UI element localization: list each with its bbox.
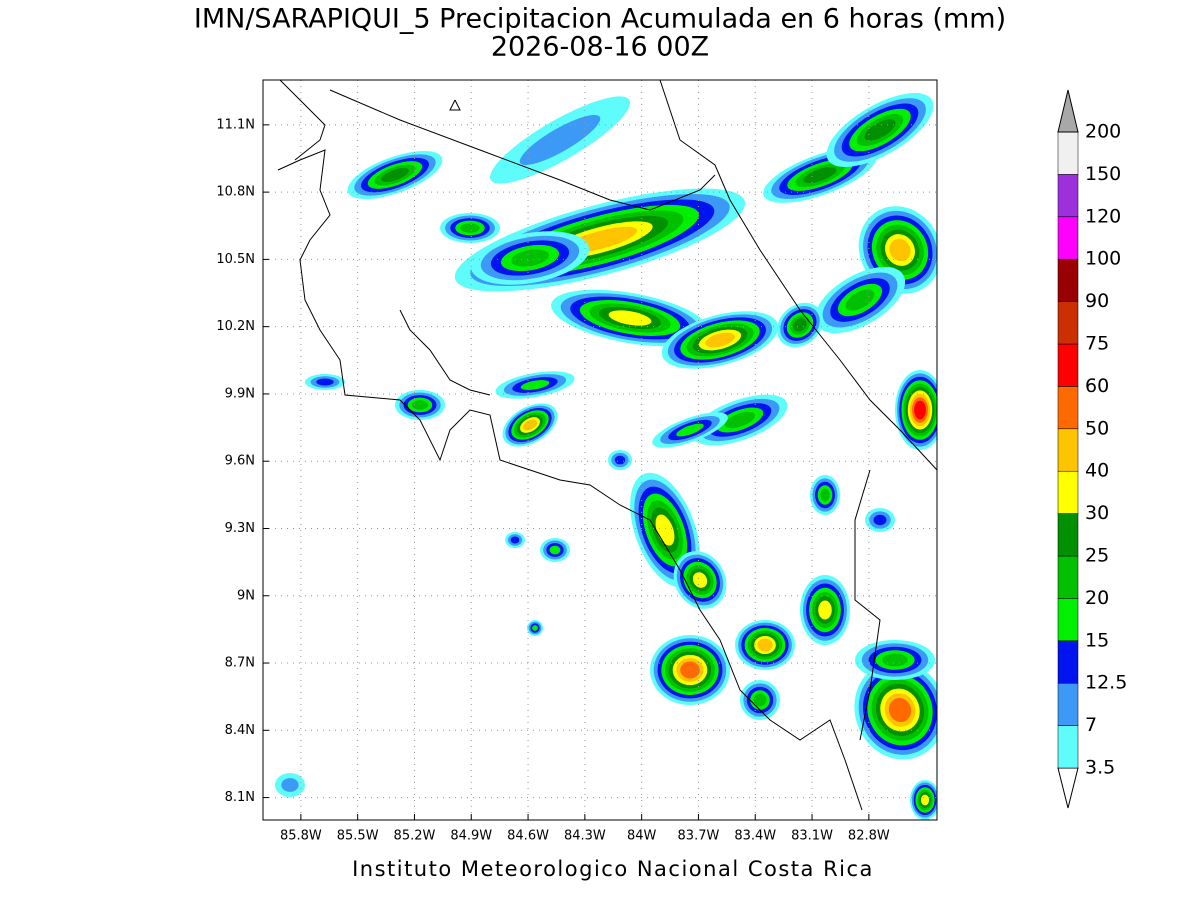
colorbar-label: 100: [1085, 248, 1121, 270]
colorbar-label: 200: [1085, 121, 1121, 143]
precip-contour: [614, 455, 626, 465]
colorbar-box: [1057, 216, 1079, 260]
x-tick-label: 85.8W: [280, 829, 322, 844]
precip-contour: [676, 423, 704, 437]
y-tick-label: 9.9N: [225, 386, 255, 401]
precip-contour: [818, 600, 832, 620]
colorbar-label: 90: [1085, 290, 1109, 312]
precip-contour: [882, 653, 908, 667]
colorbar-box: [1057, 598, 1079, 642]
colorbar-box: [1057, 640, 1079, 684]
y-tick-label: 9.6N: [225, 454, 255, 469]
precip-contour: [845, 289, 875, 311]
colorbar-box: [1057, 258, 1079, 302]
x-tick-label: 83.4W: [734, 829, 776, 844]
coastlines: [277, 80, 937, 811]
precip-contour: [549, 545, 561, 555]
precip-contour: [608, 310, 652, 326]
precip-contour: [519, 114, 601, 166]
y-tick-label: 10.5N: [216, 252, 255, 267]
precip-contour: [889, 238, 911, 262]
y-tick-label: 10.2N: [216, 319, 255, 334]
colorbar-below: [1057, 767, 1079, 809]
precip-contour: [522, 419, 538, 431]
colorbar-box: [1057, 386, 1079, 430]
precip-contour: [753, 693, 767, 707]
colorbar-label: 25: [1085, 545, 1109, 567]
colorbar-label: 7: [1085, 714, 1097, 736]
x-tick-label: 82.8W: [848, 829, 890, 844]
y-tick-label: 10.8N: [216, 185, 255, 200]
precip-contour: [692, 572, 708, 588]
precip-contour: [532, 625, 538, 631]
precip-contour: [281, 778, 299, 792]
precip-contour: [705, 332, 735, 348]
colorbar-label: 3.5: [1085, 757, 1115, 779]
y-tick-label: 8.1N: [225, 790, 255, 805]
colorbar-label: 60: [1085, 375, 1109, 397]
colorbar-box: [1057, 725, 1079, 769]
precip-contour: [510, 536, 520, 544]
colorbar-label: 150: [1085, 163, 1121, 185]
x-tick-label: 84.9W: [450, 829, 492, 844]
colorbar-box: [1057, 682, 1079, 726]
x-tick-label: 84.3W: [564, 829, 606, 844]
title: IMN/SARAPIQUI_5 Precipitacion Acumulada …: [194, 4, 1006, 35]
precip-contour: [888, 697, 912, 723]
x-tick-label: 83.1W: [791, 829, 833, 844]
precip-contour: [460, 223, 480, 233]
y-tick-label: 8.7N: [225, 656, 255, 671]
colorbar-box: [1057, 470, 1079, 514]
colorbar-label: 20: [1085, 587, 1109, 609]
precip-contour: [316, 378, 334, 386]
colorbar-box: [1057, 513, 1079, 557]
colorbar-label: 12.5: [1085, 672, 1127, 694]
footer: Instituto Meteorologico Nacional Costa R…: [352, 857, 874, 881]
precip-contour: [680, 661, 700, 679]
y-tick-label: 11.1N: [216, 117, 255, 132]
colorbar-box: [1057, 343, 1079, 387]
y-tick-label: 9.3N: [225, 521, 255, 536]
precip-contour: [914, 400, 926, 420]
colorbar-label: 50: [1085, 417, 1109, 439]
x-tick-label: 85.5W: [337, 829, 379, 844]
x-tick-label: 83.7W: [678, 829, 720, 844]
precip-contour: [873, 514, 887, 526]
precip-contour: [412, 400, 428, 410]
colorbar-label: 75: [1085, 333, 1109, 355]
grid: 85.8W 85.5W 85.2W 84.9W 84.6W 84.3W 84W 83.7W 83…: [216, 80, 937, 844]
x-tick-label: 85.2W: [394, 829, 436, 844]
colorbar-above: [1057, 89, 1079, 133]
colorbar-label: 120: [1085, 205, 1121, 227]
precip-contour: [381, 167, 409, 183]
x-tick-label: 84W: [627, 829, 657, 844]
colorbar-box: [1057, 301, 1079, 345]
precip-contour: [820, 488, 830, 502]
colorbar: 3.5 7 12.5 15 20 25 30 40 50 60 75 90 100 120 150 200: [1057, 89, 1127, 809]
colorbar-box: [1057, 131, 1079, 175]
precip-contour: [793, 318, 807, 332]
colorbar-label: 40: [1085, 460, 1109, 482]
precip-contour: [520, 380, 550, 390]
colorbar-box: [1057, 174, 1079, 218]
colorbar-label: 30: [1085, 502, 1109, 524]
colorbar-label: 15: [1085, 629, 1109, 651]
precip-contour: [757, 638, 773, 652]
x-tick-label: 84.6W: [507, 829, 549, 844]
colorbar-box: [1057, 555, 1079, 599]
precip-contour: [803, 166, 837, 184]
precip-contour: [724, 411, 756, 429]
y-tick-label: 8.4N: [225, 723, 255, 738]
precip-contour: [511, 249, 549, 267]
colorbar-box: [1057, 428, 1079, 472]
map-frame: [262, 79, 938, 821]
precip-contour: [920, 794, 930, 806]
y-tick-label: 9N: [237, 588, 255, 603]
precip-field: [275, 93, 937, 820]
subtitle: 2026-08-16 00Z: [491, 32, 709, 63]
